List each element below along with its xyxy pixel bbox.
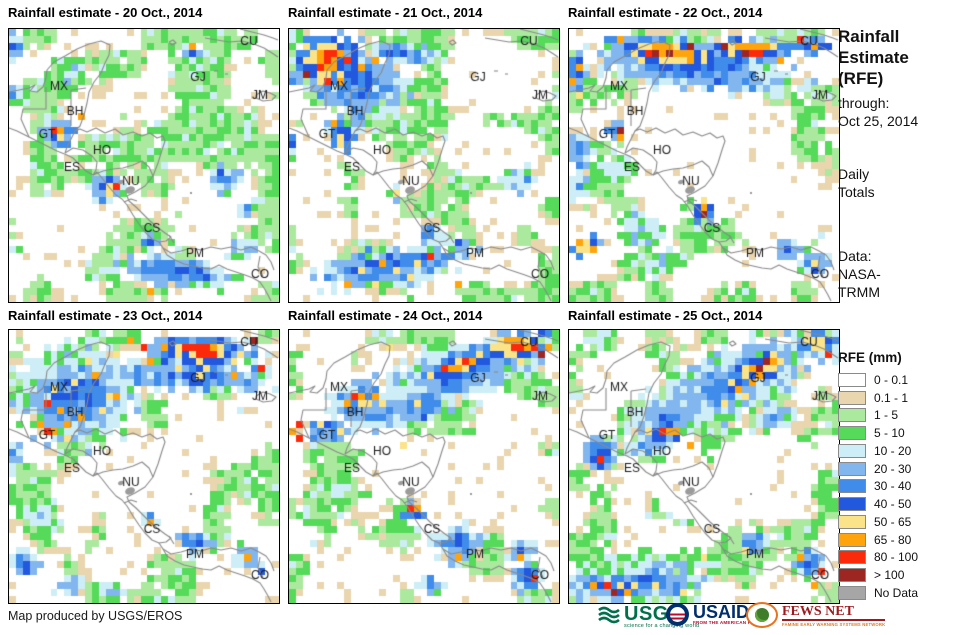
fewsnet-globe-icon [746, 602, 778, 628]
legend-swatch [838, 372, 866, 387]
legend-swatch [838, 568, 866, 583]
fewsnet-wordmark: FEWS NET [782, 604, 886, 621]
usaid-logo: USAID FROM THE AMERICAN PEOPLE [666, 603, 768, 626]
legend-label: 1 - 5 [874, 408, 899, 423]
legend-row: 40 - 50 [838, 495, 966, 513]
legend-label: No Data [874, 585, 919, 600]
usaid-tagline: FROM THE AMERICAN PEOPLE [693, 620, 768, 625]
legend-swatch [838, 426, 866, 441]
legend-row: 0 - 0.1 [838, 371, 966, 389]
through-block: through: Oct 25, 2014 [838, 94, 966, 130]
through-date: Oct 25, 2014 [838, 113, 919, 129]
panel-title-22-oct: Rainfall estimate - 22 Oct., 2014 [568, 5, 763, 20]
through-label: through: [838, 95, 890, 111]
daily-totals-block: Daily Totals [838, 165, 966, 201]
legend-label: 65 - 80 [874, 532, 912, 547]
map-credit: Map produced by USGS/EROS [8, 609, 183, 623]
legend-label: 30 - 40 [874, 479, 912, 494]
legend-swatch [838, 408, 866, 423]
usgs-tagline: science for a changing world [624, 622, 700, 629]
totals-label: Totals [838, 184, 875, 200]
data-source-line2: NASA- [838, 266, 881, 282]
legend-row: 50 - 65 [838, 513, 966, 531]
map-canvas-24-oct [288, 329, 560, 604]
fewsnet-logo: FEWS NET FAMINE EARLY WARNING SYSTEMS NE… [746, 602, 886, 628]
map-canvas-20-oct [8, 28, 280, 303]
legend-row: 5 - 10 [838, 424, 966, 442]
legend-row: 80 - 100 [838, 549, 966, 567]
legend-row: 20 - 30 [838, 460, 966, 478]
legend-label: 0.1 - 1 [874, 390, 909, 405]
rfe-heading: Rainfall Estimate (RFE) [838, 26, 966, 89]
panel-title-20-oct: Rainfall estimate - 20 Oct., 2014 [8, 5, 203, 20]
legend-row: 65 - 80 [838, 531, 966, 549]
map-canvas-21-oct [288, 28, 560, 303]
panel-title-21-oct: Rainfall estimate - 21 Oct., 2014 [288, 5, 483, 20]
map-canvas-23-oct [8, 329, 280, 604]
legend-label: 50 - 65 [874, 514, 912, 529]
legend-title: RFE (mm) [838, 350, 902, 365]
legend-swatch [838, 585, 866, 600]
usaid-wordmark: USAID [693, 602, 750, 622]
legend-swatch [838, 461, 866, 476]
legend-swatch [838, 550, 866, 565]
map-canvas-22-oct [568, 28, 840, 303]
legend-swatch [838, 443, 866, 458]
legend-label: 10 - 20 [874, 443, 912, 458]
legend-label: 80 - 100 [874, 550, 919, 565]
map-canvas-25-oct [568, 329, 840, 604]
panel-title-23-oct: Rainfall estimate - 23 Oct., 2014 [8, 308, 203, 323]
fewsnet-tagline: FAMINE EARLY WARNING SYSTEMS NETWORK [782, 621, 886, 627]
legend-row: > 100 [838, 566, 966, 584]
legend-row: No Data [838, 584, 966, 602]
legend-row: 0.1 - 1 [838, 389, 966, 407]
legend-row: 10 - 20 [838, 442, 966, 460]
legend-label: 5 - 10 [874, 426, 905, 441]
legend-label: > 100 [874, 568, 905, 583]
data-source-block: Data: NASA- TRMM [838, 247, 966, 301]
legend: 0 - 0.1 0.1 - 1 1 - 5 5 - 10 10 - 20 20 - 30 3… [838, 371, 966, 602]
legend-row: 30 - 40 [838, 478, 966, 496]
legend-swatch [838, 497, 866, 512]
legend-label: 40 - 50 [874, 497, 912, 512]
data-source-line3: TRMM [838, 284, 880, 300]
daily-label: Daily [838, 166, 870, 182]
legend-swatch [838, 514, 866, 529]
data-source-line1: Data: [838, 248, 872, 264]
legend-swatch [838, 479, 866, 494]
panel-title-24-oct: Rainfall estimate - 24 Oct., 2014 [288, 308, 483, 323]
legend-row: 1 - 5 [838, 407, 966, 425]
legend-label: 0 - 0.1 [874, 372, 909, 387]
rfe-heading-line2: Estimate [838, 48, 909, 67]
panel-title-25-oct: Rainfall estimate - 25 Oct., 2014 [568, 308, 763, 323]
usgs-wave-icon [598, 603, 620, 630]
rfe-heading-line1: Rainfall [838, 27, 900, 46]
legend-swatch [838, 390, 866, 405]
usaid-seal-icon [666, 603, 689, 626]
legend-label: 20 - 30 [874, 461, 912, 476]
legend-swatch [838, 532, 866, 547]
rfe-heading-line3: (RFE) [838, 69, 884, 88]
